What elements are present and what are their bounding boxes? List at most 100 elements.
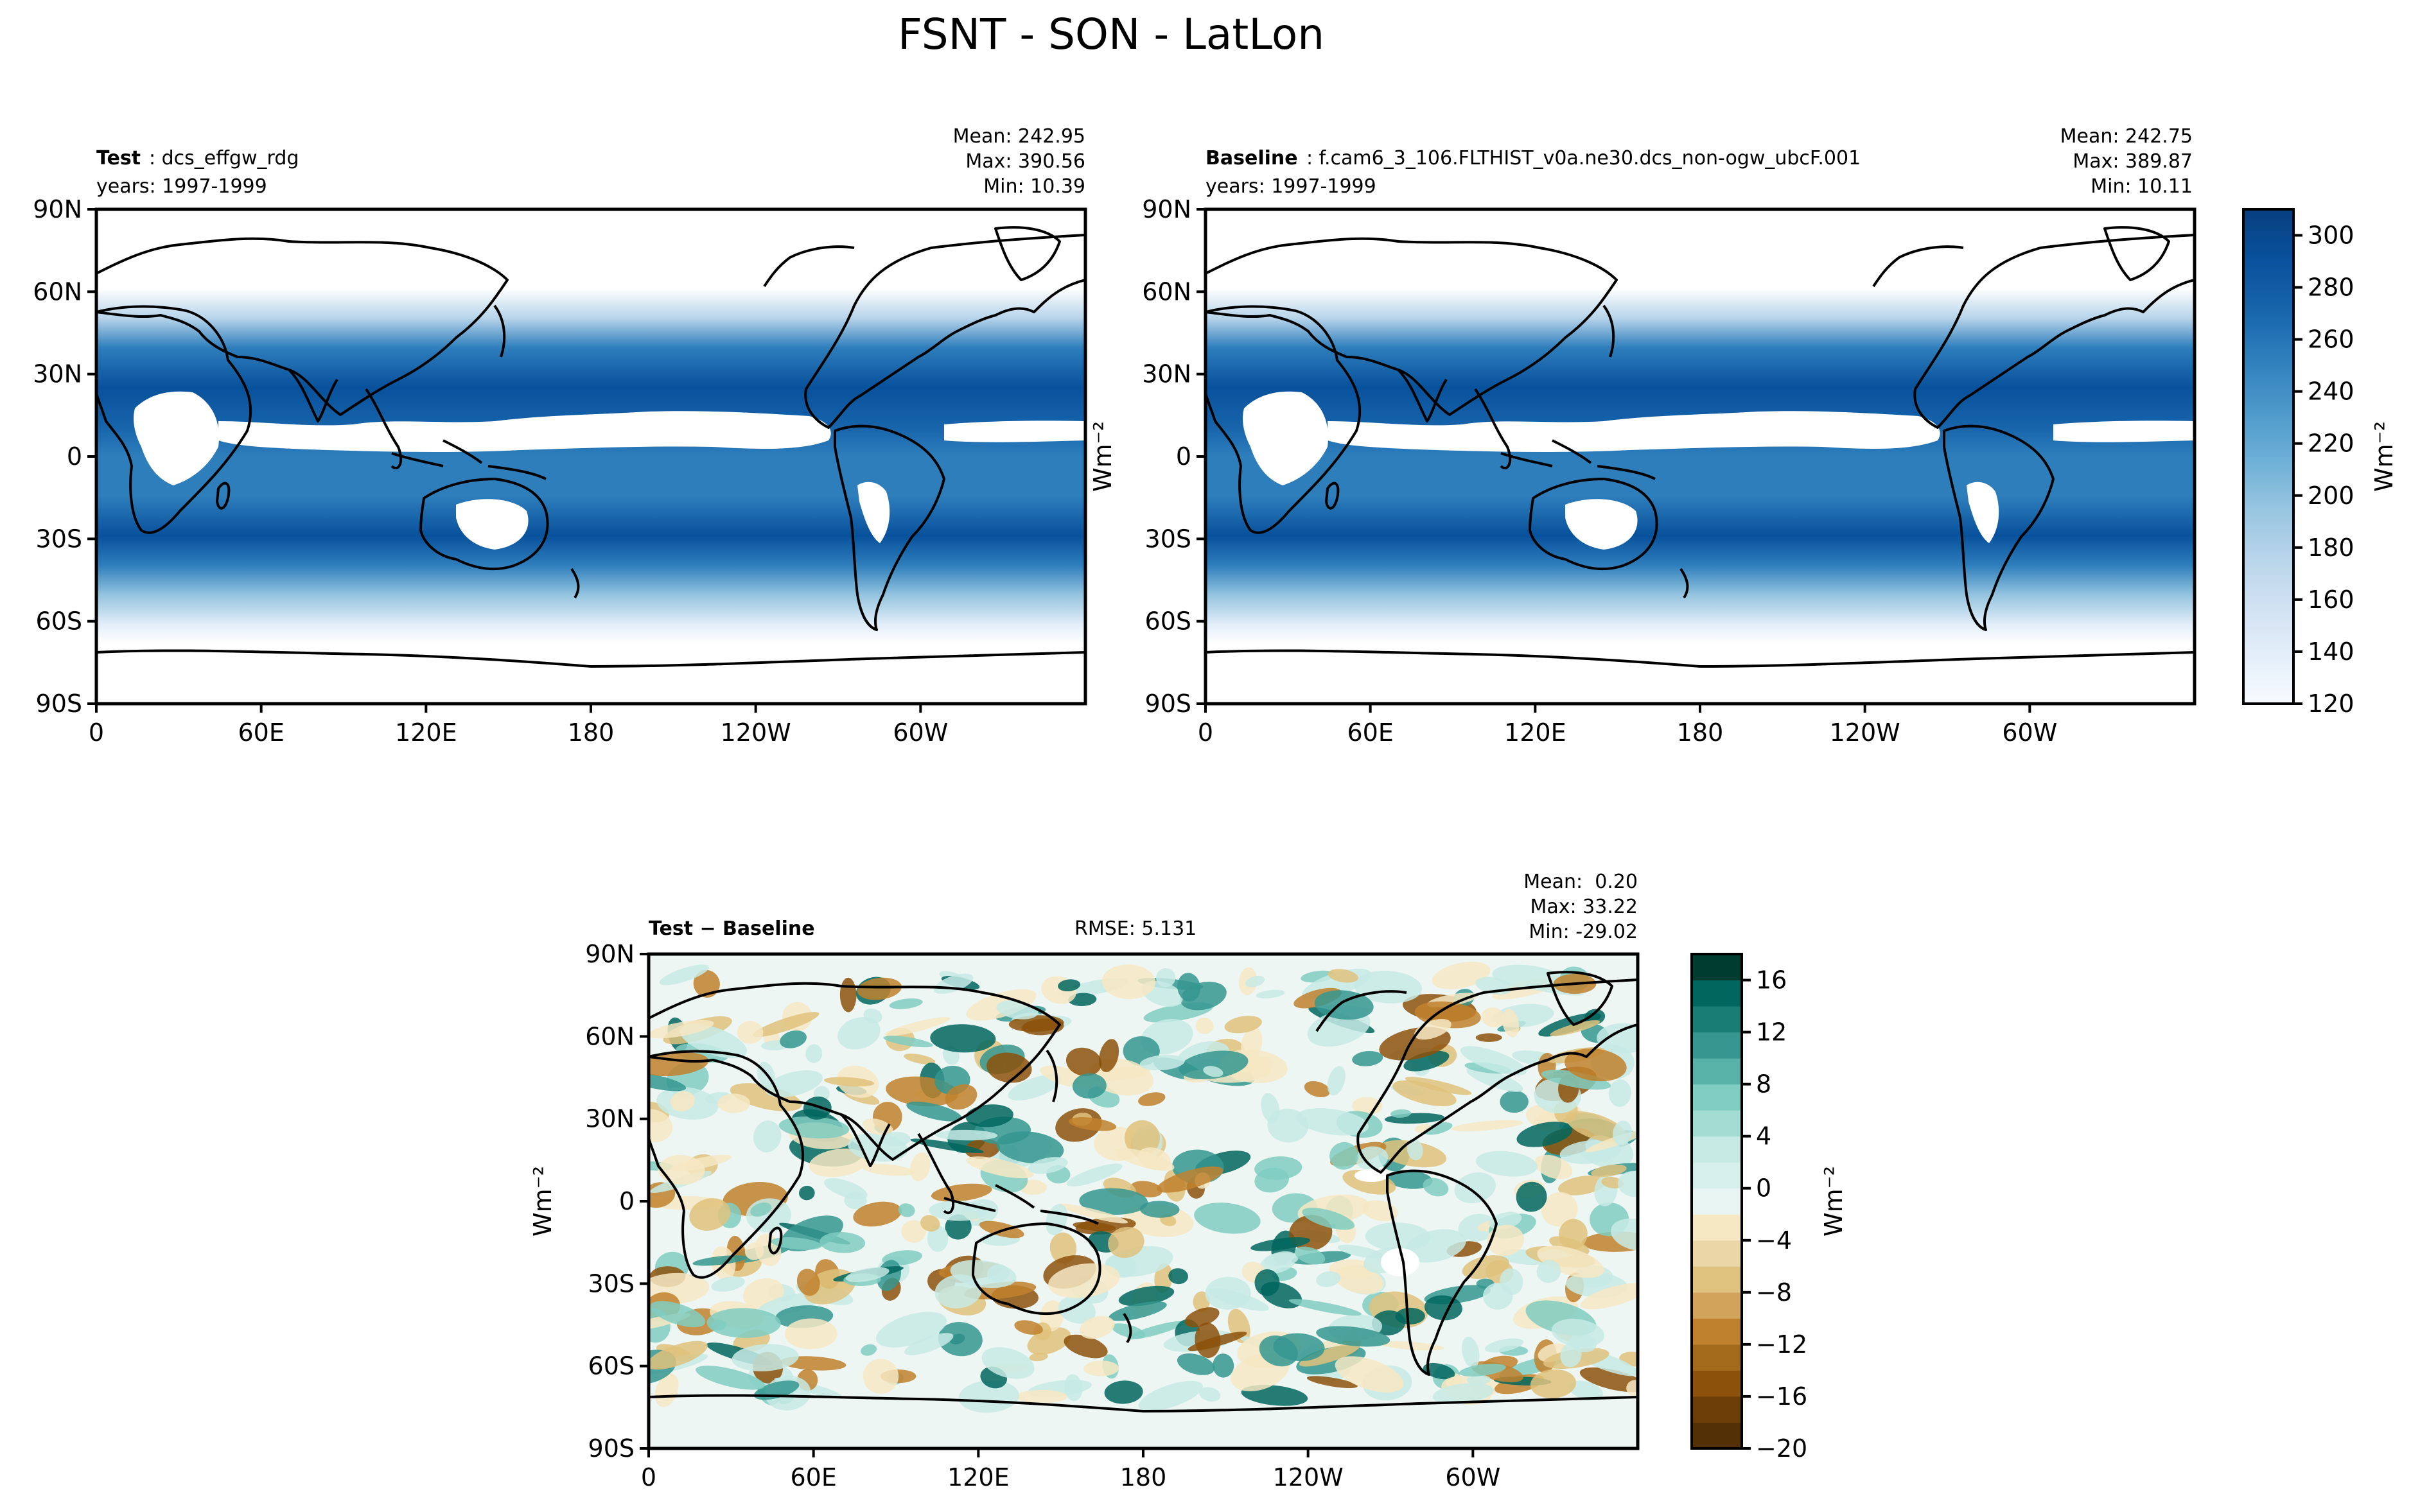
diff-anomaly-blob <box>1064 1374 1083 1402</box>
baseline-label-text: : f.cam6_3_106.FLTHIST_v0a.ne30.dcs_non-… <box>1306 147 1861 169</box>
diff-anomaly-blob <box>744 1242 764 1260</box>
lat-tick-label: 60N <box>1142 277 1191 306</box>
diff-anomaly-blob <box>1580 1283 1638 1310</box>
diff-anomaly-blob <box>1386 1170 1433 1189</box>
lon-tick-label: 120W <box>1273 1463 1344 1491</box>
diff-anomaly-blob <box>1058 1296 1096 1324</box>
colorbar-blues-tick-label: 180 <box>2308 534 2354 562</box>
colorbar-diverging-tick-label: −16 <box>1756 1382 1807 1411</box>
diff-rmse: RMSE: 5.131 <box>1074 917 1197 940</box>
diff-anomaly-blob <box>649 1072 687 1091</box>
diff-anomaly-blob <box>1157 1166 1223 1193</box>
diff-anomaly-blob <box>1302 1208 1355 1230</box>
test-stat-min: Min: 10.39 <box>983 175 1085 198</box>
diff-anomaly-blob <box>1568 1380 1604 1400</box>
diff-anomaly-blob <box>771 1237 822 1250</box>
diff-anomaly-blob <box>1156 968 1176 987</box>
lat-tick-label: 30N <box>1142 360 1191 388</box>
colorbar-blues-tick-label: 300 <box>2308 222 2354 250</box>
diff-anomaly-blob <box>904 1333 954 1355</box>
diff-anomaly-blob <box>649 1109 673 1143</box>
diff-anomaly-blob <box>1459 1363 1506 1377</box>
colorbar-diverging-segment <box>1692 1084 1742 1111</box>
lon-tick-label: 60W <box>2002 718 2057 747</box>
diff-anomaly-blob <box>1288 1299 1362 1316</box>
diff-anomaly-blob <box>765 1070 823 1098</box>
lon-tick-label: 0 <box>1198 718 1213 747</box>
diff-anomaly-blob <box>1118 1285 1175 1307</box>
lon-tick-label: 180 <box>1120 1463 1167 1491</box>
colorbar-blues-tick-label: 240 <box>2308 378 2354 406</box>
diff-anomaly-blob <box>1352 1050 1383 1066</box>
lon-tick-label: 60W <box>1445 1463 1500 1491</box>
diff-anomaly-blob <box>1502 1009 1520 1038</box>
diff-anomaly-blob <box>1541 1192 1578 1227</box>
diff-anomaly-blob <box>898 1203 915 1217</box>
lon-tick-label: 60W <box>893 718 948 747</box>
diff-anomaly-blob <box>1460 1046 1527 1075</box>
lon-tick-label: 180 <box>568 718 615 747</box>
lat-tick-label: 30S <box>36 525 82 553</box>
diff-anomaly-blob <box>1335 1356 1404 1393</box>
lat-tick-label: 60S <box>588 1352 635 1380</box>
diff-anomaly-blob <box>986 1052 1032 1083</box>
diff-anomaly-blob <box>1407 1138 1423 1161</box>
diff-anomaly-blob <box>1530 1369 1576 1398</box>
diff-anomaly-blob <box>1294 1246 1326 1265</box>
diff-anomaly-blob <box>1124 1120 1160 1156</box>
figure-title: FSNT - SON - LatLon <box>898 10 1324 59</box>
colorbar-diverging-segment <box>1692 1110 1742 1137</box>
baseline-stat-min: Min: 10.11 <box>2091 175 2193 198</box>
diff-anomaly-blob <box>883 1036 933 1048</box>
diff-anomaly-blob <box>938 1322 983 1357</box>
colorbar-blues-tick-label: 280 <box>2308 274 2354 302</box>
diff-lon-axis: 0 60E 120E 180 120W 60W <box>641 1448 1500 1491</box>
diff-anomaly-blob <box>904 1054 936 1064</box>
diff-anomaly-blob <box>1316 1271 1341 1287</box>
diff-anomaly-blob <box>882 1131 911 1147</box>
diff-anomaly-blob <box>1014 1320 1043 1335</box>
colorbar-diverging-segments <box>1692 954 1742 1449</box>
lat-tick-label: 90S <box>588 1434 635 1463</box>
lon-tick-label: 0 <box>641 1463 656 1491</box>
diff-anomaly-blob <box>1423 1362 1455 1380</box>
colorbar-blues-tick-label: 260 <box>2308 326 2354 354</box>
test-lon-axis: 0 60E 120E 180 120W 60W <box>89 704 948 747</box>
diff-anomaly-blob <box>845 1267 890 1282</box>
diff-anomaly-blob <box>1008 1074 1062 1100</box>
diff-anomaly-blob <box>1475 1033 1502 1042</box>
diff-anomaly-blob <box>1199 1387 1221 1402</box>
diff-anomaly-blob <box>931 1183 992 1202</box>
lat-tick-label: 60N <box>585 1022 635 1050</box>
diff-anomaly-blob <box>1516 1122 1573 1147</box>
lat-tick-label: 0 <box>67 442 82 471</box>
diff-anomaly-blob <box>1500 1090 1529 1113</box>
baseline-field <box>1206 209 2195 704</box>
baseline-stat-max: Max: 389.87 <box>2073 150 2193 173</box>
diff-anomaly-blob <box>920 1215 940 1232</box>
diff-anomaly-blob <box>1101 964 1156 1000</box>
diff-anomaly-blob <box>809 1148 868 1177</box>
colorbar-diverging-segment <box>1692 1214 1742 1241</box>
diff-anomaly-blob <box>1516 1181 1547 1212</box>
colorbar-diverging-segment <box>1692 1006 1742 1033</box>
diff-anomaly-blob <box>1213 1353 1234 1378</box>
diff-anomaly-blob <box>1138 1092 1166 1106</box>
lat-tick-label: 90N <box>585 940 635 968</box>
diff-anomaly-blob <box>910 1152 931 1181</box>
diff-anomaly-blob <box>1328 969 1358 983</box>
colorbar-diverging-segment <box>1692 1344 1742 1371</box>
lat-tick-label: 30N <box>585 1105 635 1133</box>
colorbar-blues-tick-label: 200 <box>2308 482 2354 510</box>
diff-anomaly-blob <box>1099 1039 1119 1072</box>
diff-anomaly-blob <box>1068 1117 1117 1131</box>
colorbar-blues-ticks: 120 140 160 180 200 220 240 260 280 300 <box>2293 222 2354 718</box>
lon-tick-label: 120E <box>1504 718 1566 747</box>
diff-anomaly-blob <box>796 1269 820 1296</box>
diff-anomaly-blob <box>1114 1148 1175 1171</box>
diff-anomaly-blob <box>863 1359 899 1394</box>
colorbar-diverging-tick-label: 16 <box>1756 966 1787 995</box>
diff-anomaly-blob <box>824 1077 875 1087</box>
diff-anomaly-blob <box>778 1116 850 1139</box>
diff-anomaly-blob <box>1475 1151 1538 1177</box>
